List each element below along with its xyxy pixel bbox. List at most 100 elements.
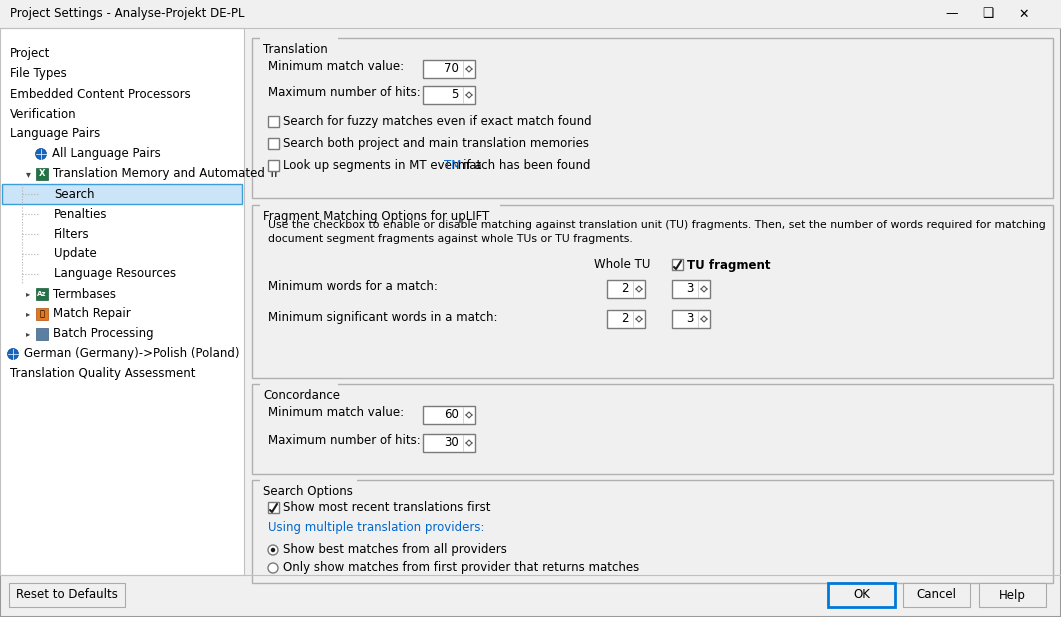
- Bar: [607, 310, 645, 328]
- Text: File Types: File Types: [10, 67, 67, 80]
- Text: Translation Quality Assessment: Translation Quality Assessment: [10, 368, 195, 381]
- Bar: [979, 583, 1046, 607]
- Bar: [0, 0, 1061, 28]
- Circle shape: [271, 548, 275, 552]
- Text: Search Options: Search Options: [263, 485, 353, 498]
- Text: ▸: ▸: [25, 329, 30, 339]
- Text: Look up segments in MT even if a: Look up segments in MT even if a: [283, 159, 485, 172]
- Text: Search for fuzzy matches even if exact match found: Search for fuzzy matches even if exact m…: [283, 115, 592, 128]
- Text: Reset to Defaults: Reset to Defaults: [16, 589, 118, 602]
- Text: Maximum number of hits:: Maximum number of hits:: [268, 434, 421, 447]
- Bar: [253, 384, 1053, 474]
- Text: OK: OK: [853, 589, 870, 602]
- Bar: [672, 280, 710, 298]
- Bar: [260, 204, 500, 214]
- Text: Translation Memory and Automated Tr: Translation Memory and Automated Tr: [53, 167, 279, 181]
- Text: Help: Help: [999, 589, 1026, 602]
- Text: 70: 70: [445, 62, 459, 75]
- Bar: [903, 583, 970, 607]
- Text: ▾: ▾: [25, 169, 31, 179]
- Bar: [260, 37, 337, 47]
- Bar: [672, 259, 683, 270]
- Text: Fragment Matching Options for upLIFT: Fragment Matching Options for upLIFT: [263, 210, 489, 223]
- Bar: [0, 28, 244, 575]
- Text: Using multiple translation providers:: Using multiple translation providers:: [268, 521, 485, 534]
- Text: Update: Update: [54, 247, 97, 260]
- Text: Penalties: Penalties: [54, 207, 107, 220]
- Text: ✕: ✕: [1019, 7, 1029, 20]
- Bar: [2, 184, 242, 204]
- Text: Show most recent translations first: Show most recent translations first: [283, 501, 490, 514]
- Text: Whole TU: Whole TU: [594, 259, 650, 271]
- Circle shape: [268, 545, 278, 555]
- Text: ❑: ❑: [982, 7, 993, 20]
- Bar: [672, 310, 710, 328]
- Bar: [36, 168, 48, 180]
- Bar: [268, 116, 279, 127]
- Text: 3: 3: [686, 312, 694, 326]
- Text: All Language Pairs: All Language Pairs: [52, 147, 161, 160]
- Circle shape: [7, 349, 18, 360]
- Text: Only show matches from first provider that returns matches: Only show matches from first provider th…: [283, 561, 639, 574]
- Text: Project: Project: [10, 48, 50, 60]
- Text: Maximum number of hits:: Maximum number of hits:: [268, 86, 421, 99]
- Bar: [36, 308, 48, 320]
- Bar: [36, 328, 48, 340]
- Text: Cancel: Cancel: [917, 589, 957, 602]
- Bar: [828, 583, 895, 607]
- Bar: [268, 138, 279, 149]
- Text: German (Germany)->Polish (Poland): German (Germany)->Polish (Poland): [24, 347, 240, 360]
- Text: Translation: Translation: [263, 43, 328, 56]
- Bar: [260, 383, 337, 393]
- Text: 3: 3: [686, 283, 694, 296]
- Text: 2: 2: [622, 283, 629, 296]
- Bar: [253, 205, 1053, 378]
- Bar: [607, 280, 645, 298]
- Text: ▸: ▸: [25, 310, 30, 318]
- Text: Termbases: Termbases: [53, 288, 116, 300]
- Text: Language Pairs: Language Pairs: [10, 128, 100, 141]
- Text: Language Resources: Language Resources: [54, 268, 176, 281]
- Text: 30: 30: [445, 436, 459, 450]
- Text: Use the checkbox to enable or disable matching against translation unit (TU) fra: Use the checkbox to enable or disable ma…: [268, 220, 1046, 230]
- Text: Verification: Verification: [10, 107, 76, 120]
- Text: Az: Az: [37, 291, 47, 297]
- Text: Filters: Filters: [54, 228, 89, 241]
- Text: ▸: ▸: [25, 289, 30, 299]
- Text: X: X: [39, 170, 46, 178]
- Bar: [253, 38, 1053, 198]
- Circle shape: [35, 149, 47, 160]
- Text: Search both project and main translation memories: Search both project and main translation…: [283, 137, 589, 150]
- Bar: [253, 480, 1053, 583]
- Bar: [8, 583, 125, 607]
- Text: 5: 5: [452, 88, 459, 102]
- Bar: [423, 60, 475, 78]
- Bar: [268, 160, 279, 171]
- Text: —: —: [945, 7, 958, 20]
- Text: Search: Search: [54, 188, 94, 201]
- Circle shape: [268, 563, 278, 573]
- Text: 🔧: 🔧: [39, 310, 45, 318]
- Text: Minimum words for a match:: Minimum words for a match:: [268, 281, 438, 294]
- Bar: [423, 86, 475, 104]
- Text: Show best matches from all providers: Show best matches from all providers: [283, 544, 507, 557]
- Text: Project Settings - Analyse-Projekt DE-PL: Project Settings - Analyse-Projekt DE-PL: [10, 7, 244, 20]
- Text: Minimum significant words in a match:: Minimum significant words in a match:: [268, 310, 498, 323]
- Text: Batch Processing: Batch Processing: [53, 328, 154, 341]
- Text: 2: 2: [622, 312, 629, 326]
- Bar: [268, 502, 279, 513]
- Text: 60: 60: [445, 408, 459, 421]
- Text: document segment fragments against whole TUs or TU fragments.: document segment fragments against whole…: [268, 234, 632, 244]
- Text: TU fragment: TU fragment: [688, 259, 770, 271]
- Text: Match Repair: Match Repair: [53, 307, 131, 320]
- Text: Minimum match value:: Minimum match value:: [268, 407, 404, 420]
- Bar: [423, 434, 475, 452]
- Text: match has been found: match has been found: [454, 159, 590, 172]
- Text: Concordance: Concordance: [263, 389, 340, 402]
- Bar: [423, 406, 475, 424]
- Bar: [36, 288, 48, 300]
- Text: Embedded Content Processors: Embedded Content Processors: [10, 88, 191, 101]
- Text: Minimum match value:: Minimum match value:: [268, 60, 404, 73]
- Text: TM: TM: [445, 159, 462, 172]
- Bar: [260, 479, 356, 489]
